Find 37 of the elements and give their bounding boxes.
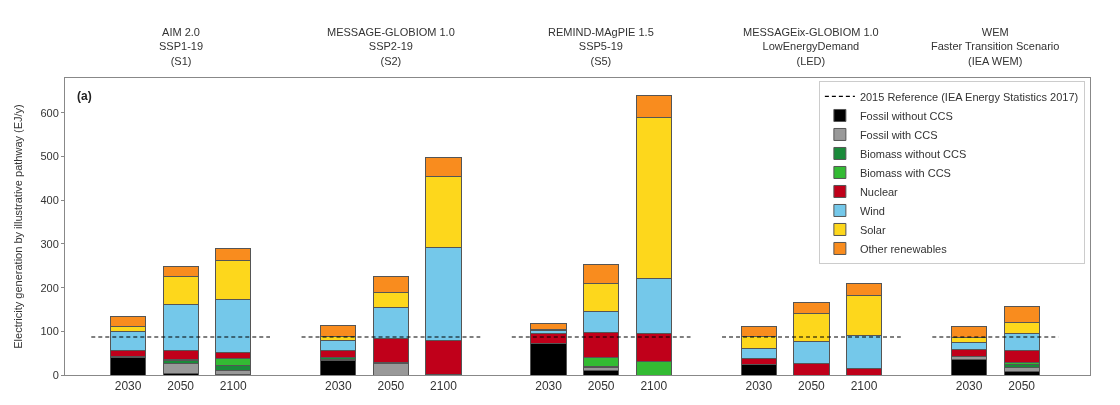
x-tick-label: 2050 [167, 379, 195, 394]
y-axis-title: Electricity generation by illustrative pathway (EJ/y) [12, 104, 25, 349]
x-tick-label: 2050 [587, 379, 615, 394]
legend-label: Solar [859, 223, 886, 236]
annotation: (a) [77, 89, 92, 103]
x-tick-label: 2100 [430, 379, 458, 394]
y-tick-label: 400 [40, 194, 59, 207]
legend-label: Nuclear [859, 185, 899, 198]
y-tick-label: 600 [40, 106, 59, 119]
legend-label: Other renewables [859, 242, 948, 255]
y-tick-label: 300 [40, 237, 59, 250]
text: REMIND-MAgPIE 1.5 SSP5-19 (S5) [548, 26, 654, 67]
text: MESSAGEix-GLOBIOM 1.0 LowEnergyDemand (LED) [743, 26, 879, 67]
legend-label: Fossil with CCS [859, 128, 938, 141]
legend-label: Wind [859, 204, 885, 217]
x-tick-label: 2050 [798, 379, 826, 394]
y-tick-label: 500 [40, 150, 59, 163]
x-tick-label: 2030 [745, 379, 773, 394]
text: AIM 2.0 SSP1-19 (S1) [159, 26, 204, 67]
y-tick-label: 100 [40, 325, 59, 338]
text: WEM Faster Transition Scenario (IEA WEM) [931, 26, 1060, 67]
legend-label: Biomass without CCS [859, 147, 967, 160]
x-tick-label: 2050 [377, 379, 405, 394]
x-tick-label: 2030 [114, 379, 142, 394]
x-tick-label: 2030 [535, 379, 563, 394]
x-tick-label: 2100 [640, 379, 668, 394]
y-tick-label: 0 [52, 368, 59, 381]
y-tick-label: 200 [40, 281, 59, 294]
x-tick-label: 2100 [219, 379, 247, 394]
x-tick-label: 2050 [1008, 379, 1036, 394]
x-tick-label: 2030 [955, 379, 983, 394]
legend-label: Fossil without CCS [859, 109, 953, 122]
legend-label: 2015 Reference (IEA Energy Statistics 2017) [859, 90, 1079, 103]
x-tick-label: 2100 [850, 379, 878, 394]
text: MESSAGE-GLOBIOM 1.0 SSP2-19 (S2) [327, 26, 455, 67]
legend-label: Biomass with CCS [859, 166, 951, 179]
x-tick-label: 2030 [324, 379, 352, 394]
